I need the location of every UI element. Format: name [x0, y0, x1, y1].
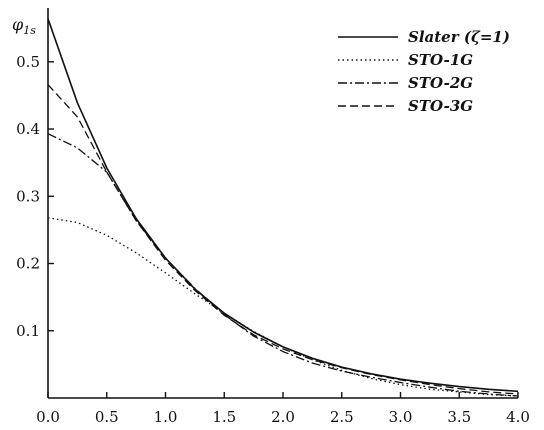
x-tick-label: 1.0	[154, 408, 178, 426]
y-axis-title-subscript: 1s	[23, 24, 36, 37]
x-tick-label: 0.0	[36, 408, 60, 426]
axes: 0.0 0.5 1.0 1.5 2.0 2.5 3.0 3.5 4.0 0.1 0.2 0.3 0.4 0…	[16, 8, 530, 426]
legend-label: STO-3G	[408, 97, 473, 115]
x-tick-label: 0.5	[95, 408, 119, 426]
series-line-dashed	[47, 84, 519, 395]
series-layer	[47, 18, 519, 397]
y-axis-title: φ1s	[12, 15, 36, 37]
x-tick-label: 2.5	[330, 408, 354, 426]
y-tick-label: 0.1	[16, 322, 40, 340]
y-tick-label: 0.3	[16, 187, 40, 205]
legend-label: STO-2G	[408, 74, 473, 92]
x-tick-label: 3.0	[389, 408, 413, 426]
y-tick-label: 0.2	[16, 255, 40, 273]
series-line-dotted	[47, 217, 519, 397]
series-line-dashdot	[47, 133, 519, 397]
x-tick-label: 4.0	[506, 408, 530, 426]
x-tick-label: 3.5	[447, 408, 471, 426]
y-tick-label: 0.5	[16, 53, 40, 71]
legend-label: STO-1G	[408, 51, 473, 69]
legend: Slater (ζ=1) STO-1G STO-2G STO-3G	[338, 28, 510, 115]
legend-label: Slater (ζ=1)	[408, 28, 510, 46]
x-tick-label: 1.5	[212, 408, 236, 426]
y-tick-label: 0.4	[16, 120, 40, 138]
x-tick-label: 2.0	[271, 408, 295, 426]
